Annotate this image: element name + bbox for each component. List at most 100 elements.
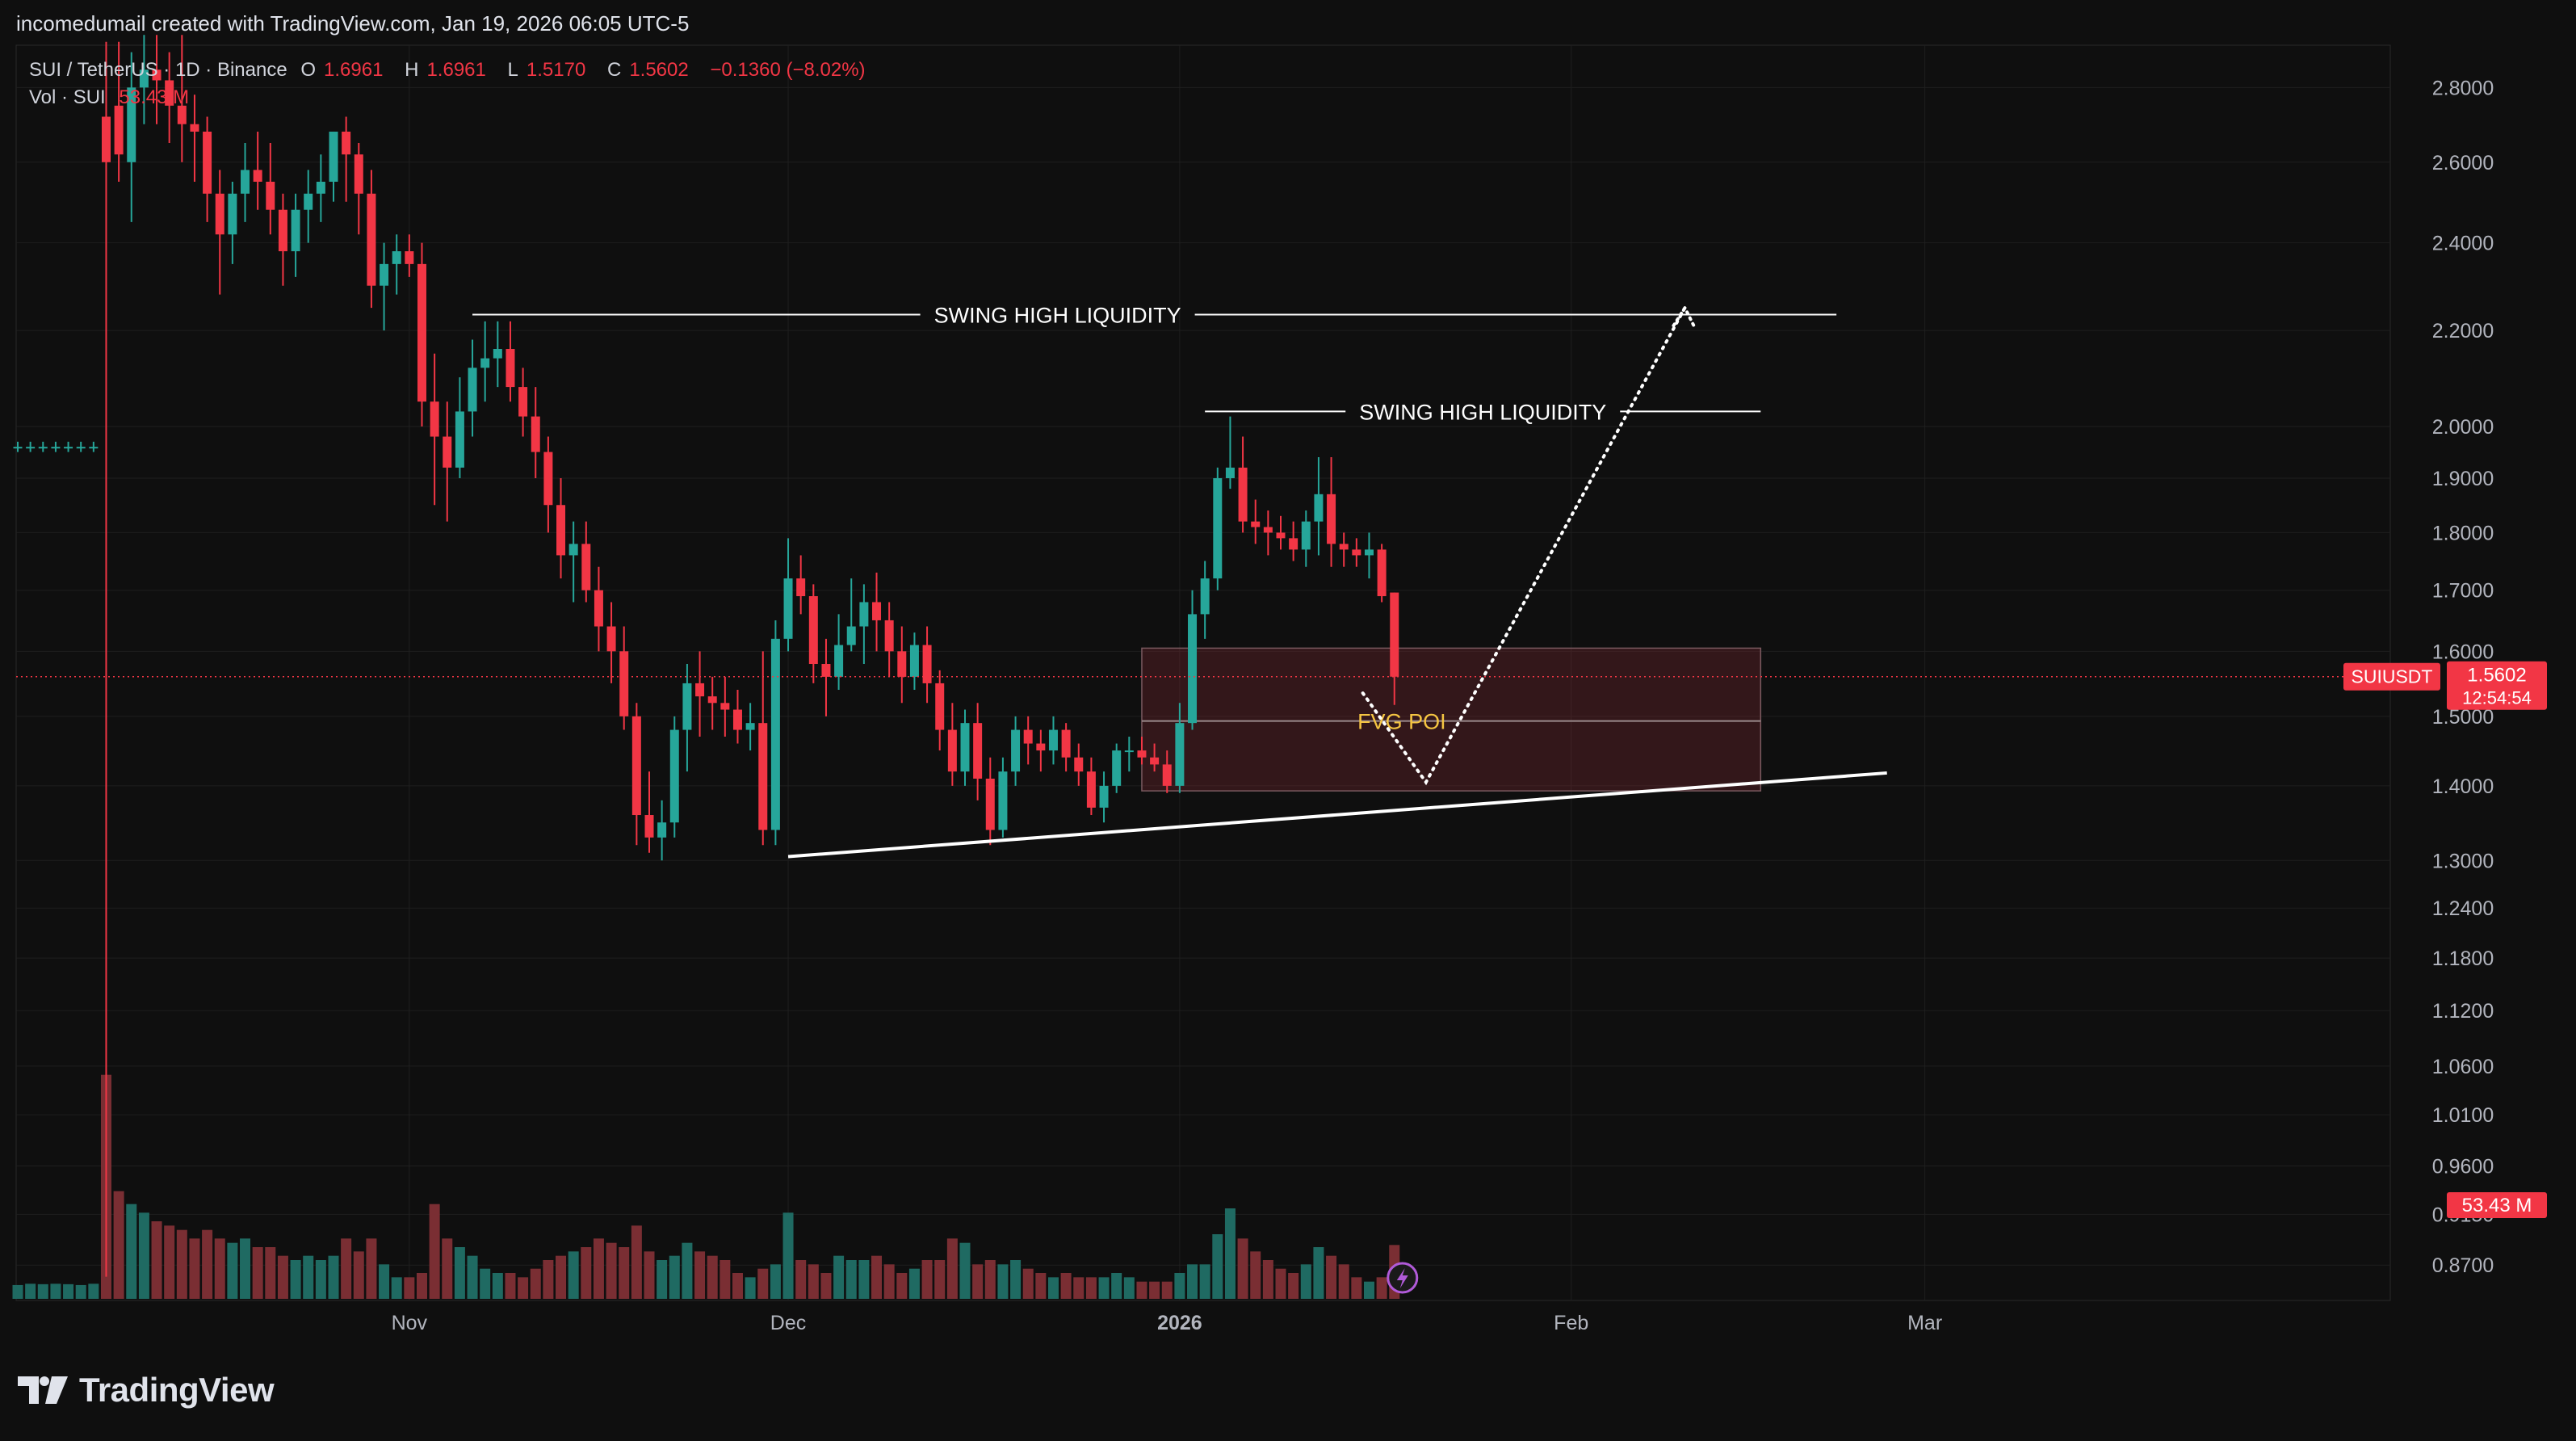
candle-body xyxy=(1011,729,1021,772)
candle-body xyxy=(1074,757,1084,772)
candle-body xyxy=(1301,521,1311,550)
volume-bar xyxy=(1224,1208,1236,1299)
candle-body xyxy=(417,263,426,402)
volume-bar xyxy=(189,1238,200,1299)
swing-high-label: SWING HIGH LIQUIDITY xyxy=(1359,400,1606,424)
volume-bar xyxy=(1313,1247,1324,1299)
volume-bar xyxy=(126,1204,137,1299)
candle-body xyxy=(304,193,313,210)
volume-bar xyxy=(1085,1277,1097,1299)
candle-body xyxy=(581,544,591,590)
candle-body xyxy=(506,349,515,388)
volume-bar xyxy=(353,1251,364,1299)
y-tick-label: 0.8700 xyxy=(2432,1254,2494,1277)
volume-bar xyxy=(1363,1281,1374,1299)
volume-bar xyxy=(808,1264,819,1299)
y-tick-label: 1.1200 xyxy=(2432,1000,2494,1023)
candle-body xyxy=(1390,592,1399,677)
support-trendline xyxy=(787,771,1887,859)
candle-body xyxy=(922,645,932,683)
y-tick-label: 1.9000 xyxy=(2432,468,2494,490)
volume-bar xyxy=(12,1284,23,1299)
candle-body xyxy=(1099,785,1109,808)
y-tick-label: 2.0000 xyxy=(2432,416,2494,439)
y-tick-label: 1.8000 xyxy=(2432,522,2494,544)
volume-bar xyxy=(492,1273,503,1299)
volume-bar xyxy=(782,1212,794,1299)
symbol-label[interactable]: SUI / TetherUS · 1D · Binance xyxy=(29,59,287,81)
volume-bar xyxy=(1288,1273,1299,1299)
candle-body xyxy=(808,596,818,665)
tradingview-brand[interactable]: TradingView xyxy=(18,1371,275,1409)
volume-bar xyxy=(303,1255,314,1299)
candle-body xyxy=(657,822,667,838)
candle-body xyxy=(139,69,149,88)
change-value: −0.1360 (−8.02%) xyxy=(710,59,866,81)
volume-bar xyxy=(795,1260,807,1299)
volume-bar xyxy=(606,1242,617,1299)
volume-badge-value: 53.43 M xyxy=(2462,1195,2532,1216)
volume-bar xyxy=(1111,1273,1122,1299)
volume-bar xyxy=(379,1264,390,1299)
volume-bar xyxy=(984,1260,996,1299)
volume-bar xyxy=(997,1264,1009,1299)
candle-body xyxy=(1339,544,1349,550)
volume-bar xyxy=(682,1242,693,1299)
open-value: O 1.6961 xyxy=(300,59,384,81)
volume-bar xyxy=(883,1264,895,1299)
volume-bar xyxy=(1149,1281,1160,1299)
candle-body xyxy=(430,401,439,437)
y-tick-label: 1.2400 xyxy=(2432,897,2494,920)
volume-bar xyxy=(1010,1260,1022,1299)
volume-bar xyxy=(454,1247,465,1299)
volume-label: Vol · SUI xyxy=(29,86,106,108)
candle-body xyxy=(89,447,99,449)
volume-bar xyxy=(480,1268,491,1299)
volume-bar xyxy=(277,1255,288,1299)
candle-body xyxy=(1364,549,1374,556)
tradingview-logo-icon xyxy=(18,1376,68,1404)
candle-body xyxy=(821,664,831,677)
x-tick-label: Dec xyxy=(770,1312,806,1334)
volume-bar xyxy=(202,1229,213,1299)
candle-body xyxy=(960,723,970,772)
volume-row: Vol · SUI 53.43 M xyxy=(29,84,874,111)
volume-bar xyxy=(138,1212,149,1299)
candle-body xyxy=(947,729,957,772)
candle-body xyxy=(1377,549,1387,597)
price-chart[interactable]: 2.8000 2.6000 2.4000 2.2000 2.0000 1.9000 1.80… xyxy=(0,0,2576,1341)
volume-bar xyxy=(871,1255,883,1299)
candle-body xyxy=(480,358,490,368)
candle-body xyxy=(1276,532,1286,539)
volume-bar xyxy=(505,1273,516,1299)
volume-bar xyxy=(972,1264,984,1299)
volume-bar xyxy=(896,1273,908,1299)
volume-bar xyxy=(113,1191,124,1299)
candle-body xyxy=(872,602,882,620)
candle-body xyxy=(1263,527,1273,533)
candle-body xyxy=(846,626,856,645)
volume-bar xyxy=(1022,1268,1034,1299)
candle-body xyxy=(707,696,717,704)
candle-body xyxy=(127,87,136,162)
volume-bar xyxy=(1174,1273,1185,1299)
candle-body xyxy=(354,154,363,194)
volume-bar xyxy=(37,1283,48,1299)
candle-body xyxy=(468,368,477,412)
candle-body xyxy=(26,447,36,449)
candle-body xyxy=(796,578,806,597)
candle-body xyxy=(531,416,540,452)
volume-bar xyxy=(833,1255,845,1299)
candle-body xyxy=(644,815,654,838)
candle-body xyxy=(114,105,124,155)
volume-bar xyxy=(1212,1234,1223,1299)
volume-bar xyxy=(214,1238,225,1299)
candle-body xyxy=(695,683,705,697)
candle-body xyxy=(606,626,616,652)
volume-bar xyxy=(619,1247,630,1299)
swing-high-label: SWING HIGH LIQUIDITY xyxy=(934,303,1181,327)
y-tick-label: 1.0600 xyxy=(2432,1056,2494,1078)
price-badge xyxy=(2447,661,2547,710)
volume-bar xyxy=(1376,1277,1387,1299)
